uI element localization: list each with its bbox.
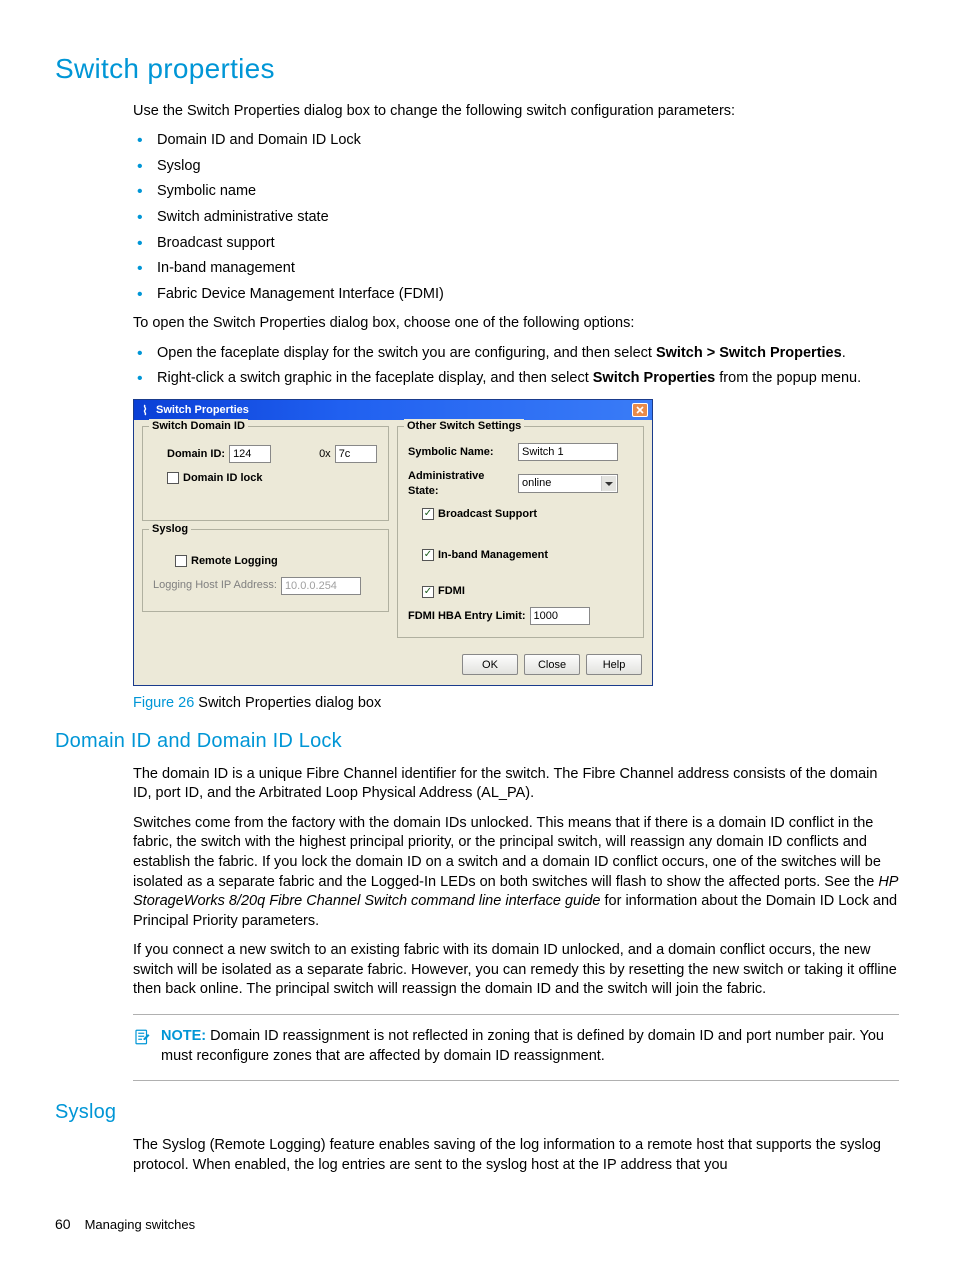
- menu-path: Switch > Switch Properties: [656, 345, 842, 361]
- admin-state-select[interactable]: online: [518, 474, 618, 493]
- fdmi-limit-label: FDMI HBA Entry Limit:: [408, 609, 526, 624]
- dialog-titlebar: Switch Properties: [134, 400, 652, 420]
- menu-path: Switch Properties: [593, 370, 715, 386]
- heading-syslog: Syslog: [55, 1099, 899, 1126]
- intro-paragraph: Use the Switch Properties dialog box to …: [133, 102, 899, 122]
- other-settings-group: Other Switch Settings Symbolic Name: Adm…: [397, 426, 644, 638]
- chevron-down-icon: [601, 476, 616, 491]
- inband-management-label: In-band Management: [438, 548, 548, 563]
- broadcast-support-checkbox[interactable]: ✓: [422, 508, 434, 520]
- domain-paragraph-1: The domain ID is a unique Fibre Channel …: [133, 765, 899, 804]
- domain-paragraph-2: Switches come from the factory with the …: [133, 814, 899, 931]
- symbolic-name-field[interactable]: [518, 443, 618, 461]
- domain-id-field[interactable]: [229, 445, 271, 463]
- figure-caption: Figure 26 Switch Properties dialog box: [133, 694, 899, 714]
- list-item: Switch administrative state: [133, 208, 899, 228]
- text: Right-click a switch graphic in the face…: [157, 370, 593, 386]
- hex-prefix-label: 0x: [319, 447, 331, 462]
- group-legend: Switch Domain ID: [149, 419, 248, 434]
- syslog-paragraph-1: The Syslog (Remote Logging) feature enab…: [133, 1136, 899, 1175]
- admin-state-value: online: [522, 476, 551, 491]
- group-legend: Other Switch Settings: [404, 419, 524, 434]
- syslog-group: Syslog Remote Logging Logging Host IP Ad…: [142, 529, 389, 612]
- list-item: Domain ID and Domain ID Lock: [133, 131, 899, 151]
- remote-logging-checkbox[interactable]: [175, 555, 187, 567]
- text: .: [842, 345, 846, 361]
- page-number: 60: [55, 1215, 71, 1234]
- logging-host-field: [281, 577, 361, 595]
- page-footer: 60 Managing switches: [55, 1215, 899, 1234]
- list-item: Syslog: [133, 157, 899, 177]
- list-item: Right-click a switch graphic in the face…: [133, 369, 899, 389]
- broadcast-support-label: Broadcast Support: [438, 507, 537, 522]
- note-block: NOTE: Domain ID reassignment is not refl…: [133, 1014, 899, 1081]
- domain-id-lock-checkbox[interactable]: [167, 472, 179, 484]
- close-dialog-button[interactable]: Close: [524, 654, 580, 675]
- symbolic-name-label: Symbolic Name:: [408, 445, 514, 460]
- domain-id-lock-label: Domain ID lock: [183, 471, 262, 486]
- note-text: Domain ID reassignment is not reflected …: [161, 1028, 884, 1064]
- domain-paragraph-3: If you connect a new switch to an existi…: [133, 941, 899, 1000]
- ok-button[interactable]: OK: [462, 654, 518, 675]
- heading-switch-properties: Switch properties: [55, 50, 899, 88]
- fdmi-checkbox[interactable]: ✓: [422, 586, 434, 598]
- note-icon: [133, 1027, 153, 1066]
- help-button[interactable]: Help: [586, 654, 642, 675]
- fdmi-limit-field[interactable]: [530, 607, 590, 625]
- fdmi-label: FDMI: [438, 584, 465, 599]
- domain-hex-field[interactable]: [335, 445, 377, 463]
- switch-domain-id-group: Switch Domain ID Domain ID: 0x Domain ID…: [142, 426, 389, 521]
- close-button[interactable]: [632, 403, 648, 417]
- list-item: In-band management: [133, 259, 899, 279]
- note-label: NOTE:: [161, 1028, 206, 1044]
- remote-logging-label: Remote Logging: [191, 554, 278, 569]
- chapter-title: Managing switches: [85, 1216, 196, 1234]
- logging-host-label: Logging Host IP Address:: [153, 578, 277, 593]
- text: Open the faceplate display for the switc…: [157, 345, 656, 361]
- domain-id-label: Domain ID:: [167, 447, 225, 462]
- list-item: Fabric Device Management Interface (FDMI…: [133, 285, 899, 305]
- open-options-paragraph: To open the Switch Properties dialog box…: [133, 314, 899, 334]
- text: from the popup menu.: [715, 370, 861, 386]
- open-options-list: Open the faceplate display for the switc…: [133, 344, 899, 389]
- java-icon: [138, 403, 152, 417]
- list-item: Broadcast support: [133, 234, 899, 254]
- inband-management-checkbox[interactable]: ✓: [422, 549, 434, 561]
- heading-domain-id: Domain ID and Domain ID Lock: [55, 728, 899, 755]
- close-icon: [636, 406, 644, 414]
- list-item: Symbolic name: [133, 182, 899, 202]
- list-item: Open the faceplate display for the switc…: [133, 344, 899, 364]
- text: Switches come from the factory with the …: [133, 815, 881, 890]
- admin-state-label: Administrative State:: [408, 469, 514, 499]
- group-legend: Syslog: [149, 522, 191, 537]
- figure-number: Figure 26: [133, 695, 194, 711]
- parameter-list: Domain ID and Domain ID Lock Syslog Symb…: [133, 131, 899, 304]
- dialog-title: Switch Properties: [156, 403, 632, 418]
- switch-properties-dialog: Switch Properties Switch Domain ID Domai…: [133, 399, 653, 686]
- figure-text: Switch Properties dialog box: [194, 695, 381, 711]
